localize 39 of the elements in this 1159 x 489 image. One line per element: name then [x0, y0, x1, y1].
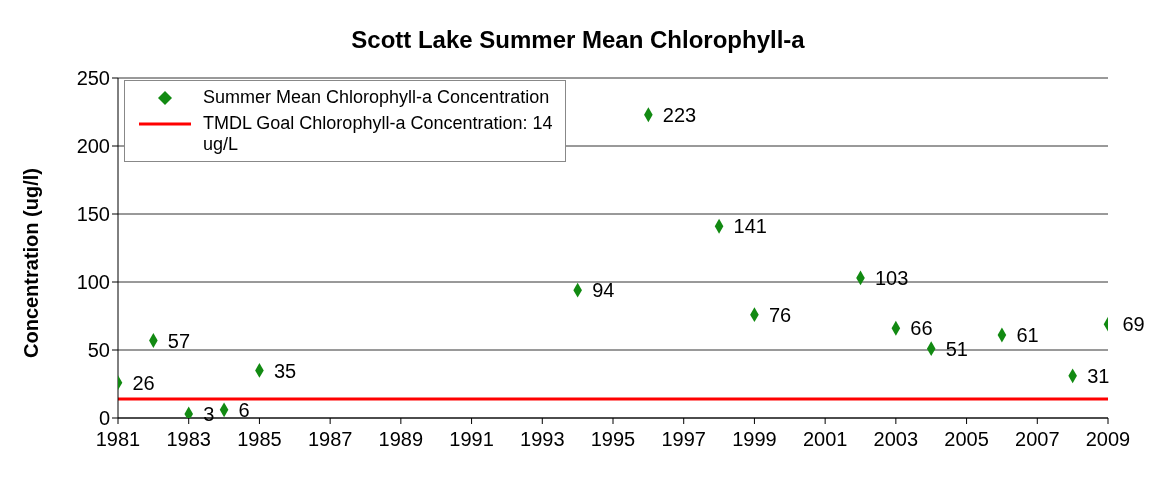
legend-label: Summer Mean Chlorophyll-a Concentration — [203, 87, 550, 108]
data-label: 26 — [132, 371, 155, 394]
x-tick-label: 1987 — [307, 428, 353, 451]
data-label: 31 — [1087, 364, 1110, 387]
data-label: 61 — [1016, 324, 1039, 347]
data-label: 51 — [945, 337, 968, 360]
data-label: 103 — [875, 267, 909, 290]
x-tick-label: 1983 — [166, 428, 211, 451]
chart-title: Scott Lake Summer Mean Chlorophyll-a — [350, 26, 806, 54]
y-tick-label: 200 — [76, 135, 110, 158]
y-tick-label: 250 — [76, 67, 110, 90]
x-tick-label: 1981 — [95, 428, 141, 451]
data-label: 76 — [768, 303, 792, 326]
data-label: 35 — [273, 359, 297, 382]
data-label: 66 — [910, 317, 933, 340]
x-tick-label: 2009 — [1085, 428, 1131, 451]
x-tick-label: 1993 — [520, 428, 565, 451]
x-tick-label: 1991 — [449, 428, 494, 451]
data-label: 94 — [592, 279, 615, 302]
y-tick-label: 50 — [87, 339, 110, 362]
data-label: 223 — [662, 103, 697, 126]
x-tick-label: 2007 — [1015, 428, 1060, 451]
y-tick-label: 100 — [76, 271, 110, 294]
x-tick-label: 2003 — [873, 428, 919, 451]
data-label: 141 — [733, 215, 767, 238]
y-axis-title: Concentration (ug/l) — [20, 168, 43, 358]
x-tick-label: 2005 — [944, 428, 989, 451]
data-label: 69 — [1122, 313, 1145, 336]
x-tick-label: 1995 — [590, 428, 636, 451]
x-tick-label: 1989 — [378, 428, 424, 451]
legend-label: TMDL Goal Chlorophyll-a Concentration: 14 ug/L — [203, 113, 554, 155]
x-tick-label: 2001 — [802, 428, 848, 451]
x-tick-label: 1985 — [237, 428, 282, 451]
data-label: 6 — [238, 398, 250, 421]
y-tick-label: 0 — [98, 407, 110, 430]
y-tick-label: 150 — [76, 203, 110, 226]
x-tick-label: 1997 — [661, 428, 706, 451]
x-tick-label: 1999 — [732, 428, 777, 451]
data-label: 57 — [167, 329, 191, 352]
